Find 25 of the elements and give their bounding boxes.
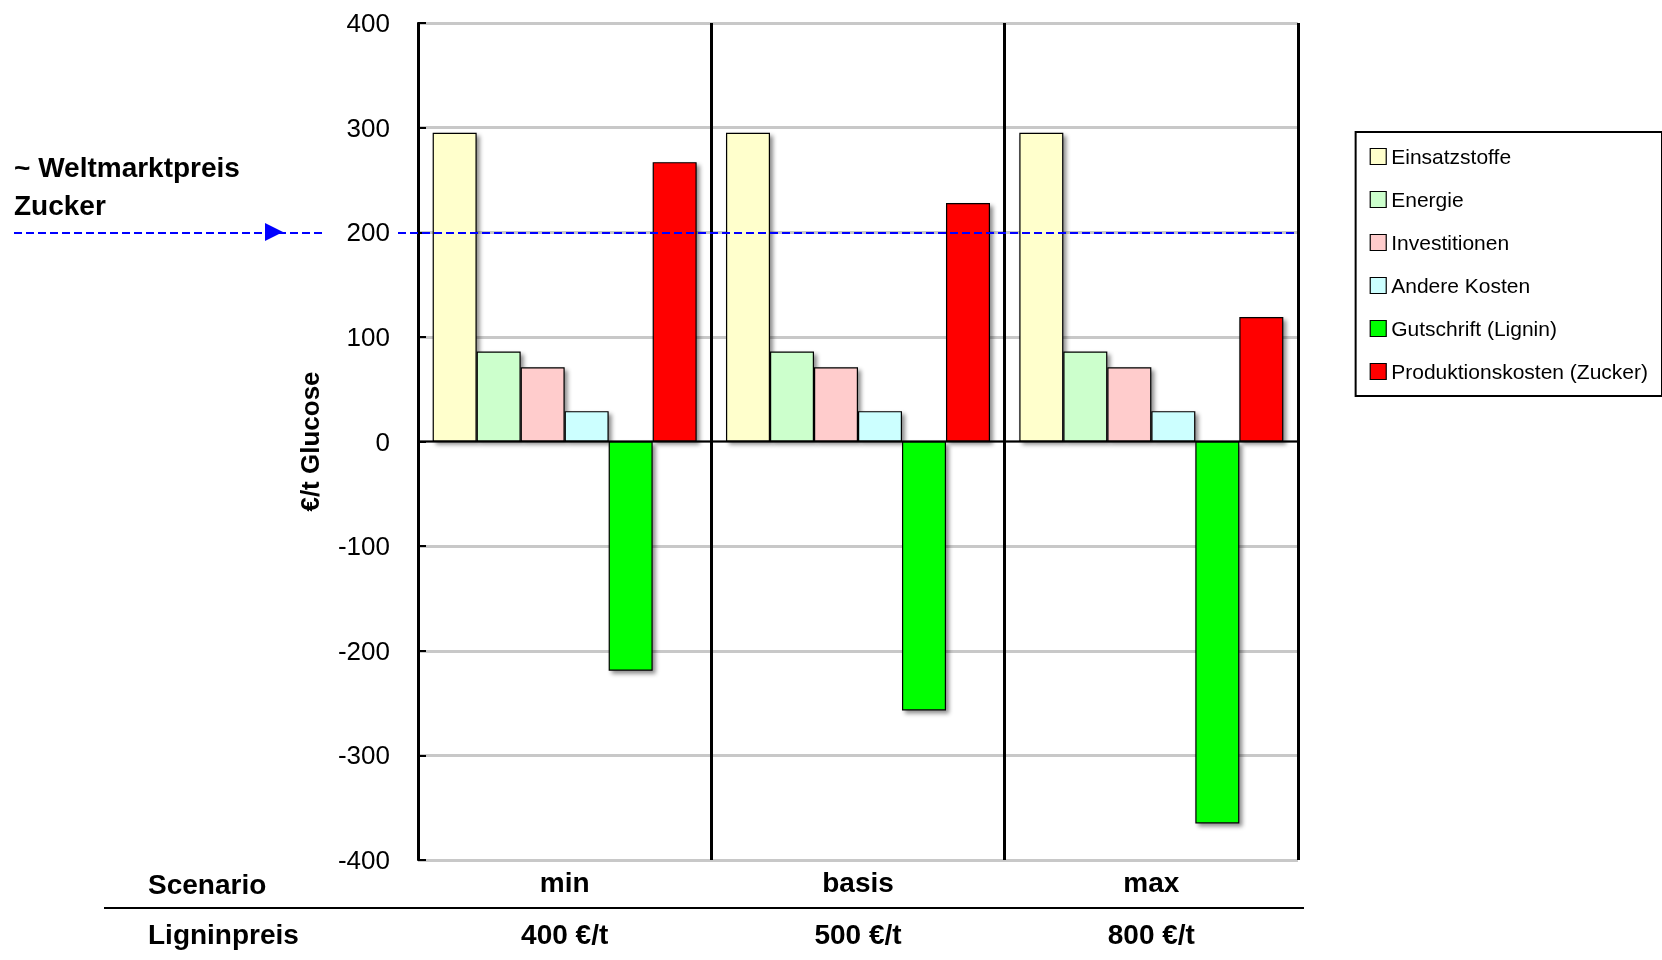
text: 800 €/t: [1107, 918, 1195, 950]
x-tick-label: max: [1123, 866, 1180, 898]
y-tick-label: -300: [337, 740, 390, 771]
y-tick-label: 200: [346, 217, 390, 248]
y-tick-label: 0: [375, 426, 390, 457]
ref-line-label: ~ Weltmarktpreis Zucker: [14, 151, 248, 221]
y-tick-label: -400: [337, 845, 390, 875]
legend-label: Produktionskosten (Zucker): [1391, 360, 1649, 383]
legend-label: Gutschrift (Lignin): [1391, 317, 1557, 340]
x-tick-label: min: [539, 866, 590, 898]
y-tick-label: -100: [337, 531, 390, 562]
text: 500 €/t: [814, 918, 902, 950]
y-axis-title: €/t Glucose: [295, 371, 325, 512]
legend-label: Einsatzstoffe: [1391, 145, 1512, 168]
x-tick-label: basis: [822, 866, 894, 898]
legend-label: Investitionen: [1391, 231, 1510, 254]
text: 400 €/t: [521, 918, 609, 950]
y-tick-label: 100: [346, 321, 390, 352]
text: Ligninpreis: [148, 918, 299, 950]
text: Scenario: [148, 868, 267, 900]
y-tick-label: 400: [346, 8, 390, 38]
legend-label: Andere Kosten: [1391, 274, 1531, 297]
y-tick-label: 300: [346, 112, 390, 143]
legend-label: Energie: [1391, 188, 1464, 211]
y-tick-label: -200: [337, 635, 390, 666]
